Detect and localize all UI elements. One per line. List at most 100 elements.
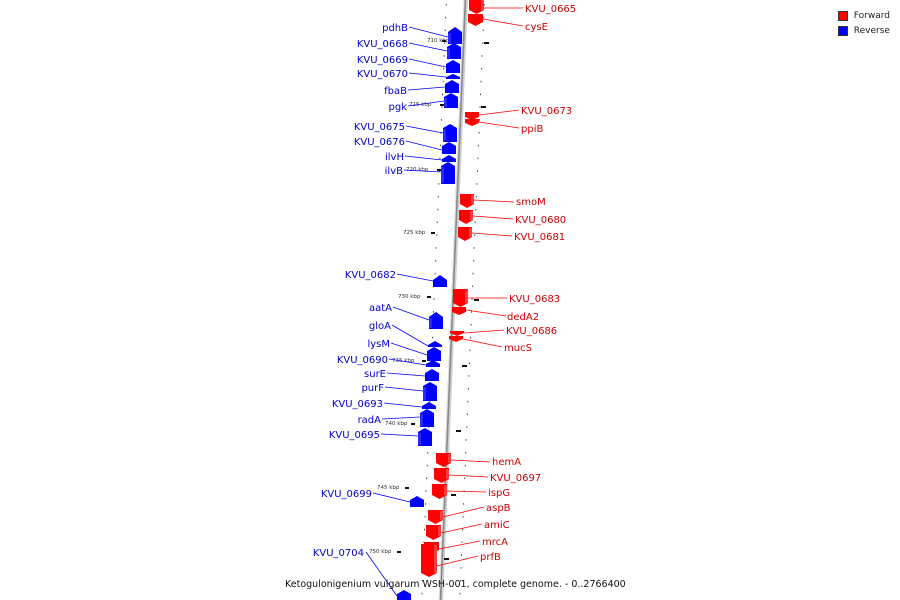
gene-label[interactable]: ilvH bbox=[385, 152, 404, 163]
gene-label[interactable]: ilvB bbox=[385, 166, 403, 177]
gene-radA[interactable] bbox=[420, 409, 434, 427]
legend-item-reverse: Reverse bbox=[837, 23, 890, 38]
gene-KVU_0673[interactable] bbox=[465, 112, 479, 120]
gene-label[interactable]: KVU_0676 bbox=[354, 137, 405, 148]
gene-fbaB[interactable] bbox=[445, 80, 459, 93]
gene-label[interactable]: KVU_0670 bbox=[357, 69, 408, 80]
gene-KVU_0665[interactable] bbox=[469, 0, 484, 14]
gene-label[interactable]: KVU_0675 bbox=[354, 122, 405, 133]
gene-KVU_0704[interactable] bbox=[397, 590, 411, 600]
minor-tick bbox=[471, 311, 472, 313]
gene-label[interactable]: KVU_0665 bbox=[525, 4, 576, 15]
gene-pgk[interactable] bbox=[444, 93, 458, 108]
gene-label[interactable]: aspB bbox=[486, 503, 511, 514]
gene-label[interactable]: fbaB bbox=[384, 86, 407, 97]
gene-label[interactable]: KVU_0682 bbox=[345, 270, 396, 281]
minor-tick bbox=[462, 528, 463, 531]
minor-tick bbox=[477, 157, 479, 160]
gene-KVU_0681[interactable] bbox=[458, 227, 472, 241]
gene-label[interactable]: smoM bbox=[516, 197, 546, 208]
gene-KVU_0669[interactable] bbox=[446, 60, 460, 73]
gene-KVU_0690[interactable] bbox=[426, 360, 440, 367]
gene-label[interactable]: hemA bbox=[492, 457, 521, 468]
gene-pdhB[interactable] bbox=[448, 27, 462, 44]
gene-ispG[interactable] bbox=[432, 484, 447, 499]
minor-tick bbox=[480, 93, 481, 96]
gene-purF[interactable] bbox=[423, 382, 437, 401]
gene-KVU_0693[interactable] bbox=[422, 402, 436, 409]
minor-tick bbox=[483, 4, 485, 6]
gene-label[interactable]: gloA bbox=[369, 321, 391, 332]
gene-label[interactable]: KVU_0695 bbox=[329, 430, 380, 441]
kbp-tick: 735 kbp bbox=[392, 358, 426, 364]
gene-label[interactable]: KVU_0683 bbox=[509, 294, 560, 305]
minor-tick bbox=[438, 170, 440, 172]
gene-KVU_0668[interactable] bbox=[447, 43, 461, 59]
gene-smoM[interactable] bbox=[460, 194, 474, 208]
gene-gloA[interactable] bbox=[428, 341, 442, 347]
minor-tick bbox=[482, 42, 484, 44]
svg-text:725 kbp: 725 kbp bbox=[403, 230, 426, 236]
gene-label[interactable]: purF bbox=[361, 383, 384, 394]
gene-label[interactable]: aatA bbox=[369, 303, 392, 314]
gene-label[interactable]: radA bbox=[358, 415, 382, 426]
gene-label[interactable]: dedA2 bbox=[507, 312, 539, 323]
gene-KVU_0683[interactable] bbox=[453, 289, 468, 307]
gene-label[interactable]: pgk bbox=[389, 102, 408, 113]
gene-dedA2[interactable] bbox=[452, 307, 466, 315]
gene-label[interactable]: KVU_0680 bbox=[515, 215, 566, 226]
gene-prfB[interactable] bbox=[421, 544, 437, 577]
gene-label[interactable]: cysE bbox=[525, 22, 548, 33]
minor-tick bbox=[444, 42, 446, 44]
gene-label[interactable]: amiC bbox=[484, 520, 510, 531]
gene-aspB[interactable] bbox=[428, 510, 443, 524]
gene-surE[interactable] bbox=[425, 369, 439, 381]
gene-label[interactable]: KVU_0704 bbox=[313, 548, 364, 559]
gene-label[interactable]: KVU_0699 bbox=[321, 489, 372, 500]
minor-tick bbox=[465, 439, 467, 441]
gene-label[interactable]: prfB bbox=[480, 552, 501, 563]
gene-KVU_0670[interactable] bbox=[446, 74, 460, 79]
gene-label[interactable]: KVU_0681 bbox=[514, 232, 565, 243]
gene-ppiB[interactable] bbox=[465, 119, 479, 126]
gene-KVU_0680[interactable] bbox=[459, 210, 473, 224]
gene-aatA[interactable] bbox=[429, 312, 443, 329]
gene-KVU_0686[interactable] bbox=[450, 331, 464, 336]
gene-label[interactable]: surE bbox=[364, 369, 386, 380]
genome-axis-highlight bbox=[438, 0, 465, 600]
gene-cysE[interactable] bbox=[468, 14, 483, 26]
minor-tick bbox=[468, 375, 470, 377]
minor-tick bbox=[469, 349, 471, 352]
gene-label[interactable]: KVU_0668 bbox=[357, 39, 408, 50]
gene-label[interactable]: lysM bbox=[367, 339, 390, 350]
gene-label[interactable]: KVU_0669 bbox=[357, 55, 408, 66]
gene-label[interactable]: KVU_0697 bbox=[490, 473, 541, 484]
gene-hemA[interactable] bbox=[436, 453, 451, 467]
gene-amiC[interactable] bbox=[426, 525, 441, 540]
gene-label[interactable]: pdhB bbox=[382, 23, 408, 34]
gene-KVU_0675[interactable] bbox=[443, 124, 457, 142]
gene-KVU_0699[interactable] bbox=[410, 496, 424, 507]
gene-label[interactable]: mrcA bbox=[482, 537, 508, 548]
minor-tick bbox=[481, 55, 483, 57]
gene-label[interactable]: ispG bbox=[488, 488, 510, 499]
gene-label[interactable]: mucS bbox=[504, 343, 532, 354]
gene-label[interactable]: KVU_0690 bbox=[337, 355, 388, 366]
svg-text:750 kbp: 750 kbp bbox=[369, 549, 392, 555]
gene-label[interactable]: ppiB bbox=[521, 124, 543, 135]
minor-tick bbox=[475, 196, 477, 198]
gene-label[interactable]: KVU_0686 bbox=[506, 326, 557, 337]
gene-KVU_0682[interactable] bbox=[433, 275, 447, 287]
gene-ilvB[interactable] bbox=[441, 162, 455, 184]
kbp-tick: 720 kbp bbox=[406, 167, 441, 173]
gene-KVU_0695[interactable] bbox=[418, 428, 432, 446]
gene-KVU_0676[interactable] bbox=[442, 142, 456, 154]
gene-lysM[interactable] bbox=[427, 347, 441, 361]
gene-KVU_0697[interactable] bbox=[434, 468, 449, 483]
gene-mucS[interactable] bbox=[449, 336, 463, 342]
gene-label[interactable]: KVU_0693 bbox=[332, 399, 383, 410]
gene-label[interactable]: KVU_0673 bbox=[521, 106, 572, 117]
minor-tick bbox=[459, 580, 461, 582]
gene-ilvH[interactable] bbox=[442, 155, 456, 162]
